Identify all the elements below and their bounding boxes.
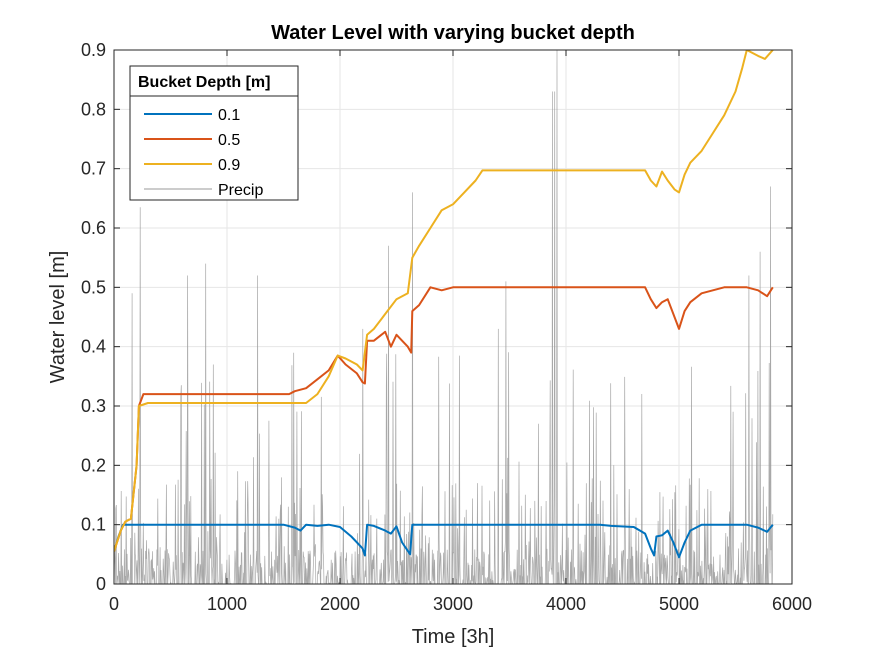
legend-entry-label: Precip (218, 182, 263, 199)
series-group (114, 50, 774, 584)
y-tick-label: 0.8 (81, 99, 106, 119)
y-tick-label: 0.1 (81, 515, 106, 535)
legend-title: Bucket Depth [m] (138, 74, 270, 91)
y-tick-label: 0 (96, 574, 106, 594)
legend-entry-label: 0.9 (218, 157, 240, 174)
series-line-0-1 (114, 523, 774, 559)
y-tick-label: 0.9 (81, 40, 106, 60)
legend-entry-label: 0.1 (218, 107, 240, 124)
y-tick-label: 0.5 (81, 277, 106, 297)
legend: Bucket Depth [m] 0.1 0.5 0.9 Precip (129, 65, 299, 201)
y-tick-label: 0.4 (81, 337, 106, 357)
y-tick-label: 0.3 (81, 396, 106, 416)
series-line-0-9 (114, 50, 774, 552)
x-tick-label: 1000 (207, 594, 247, 614)
x-tick-label: 2000 (320, 594, 360, 614)
x-tick-label: 4000 (546, 594, 586, 614)
x-tick-label: 5000 (659, 594, 699, 614)
plot-area (114, 50, 774, 584)
legend-entry-label: 0.5 (218, 132, 240, 149)
legend-items: 0.1 0.5 0.9 Precip (144, 107, 263, 199)
chart-title: Water Level with varying bucket depth (271, 22, 635, 44)
y-axis-label: Water level [m] (47, 251, 69, 384)
x-tick-label: 6000 (772, 594, 812, 614)
x-tick-label: 0 (109, 594, 119, 614)
series-line-0-5 (114, 286, 774, 552)
x-tick-label: 3000 (433, 594, 473, 614)
y-tick-label: 0.2 (81, 455, 106, 475)
legend-box (129, 65, 299, 201)
y-tick-label: 0.6 (81, 218, 106, 238)
x-axis-label: Time [3h] (412, 626, 495, 648)
series-line-precip (114, 50, 774, 584)
ticks: 0 1000 2000 3000 4000 5000 6000 0 0.1 0.2 0.3 0.4 0.… (81, 40, 812, 614)
y-tick-label: 0.7 (81, 159, 106, 179)
